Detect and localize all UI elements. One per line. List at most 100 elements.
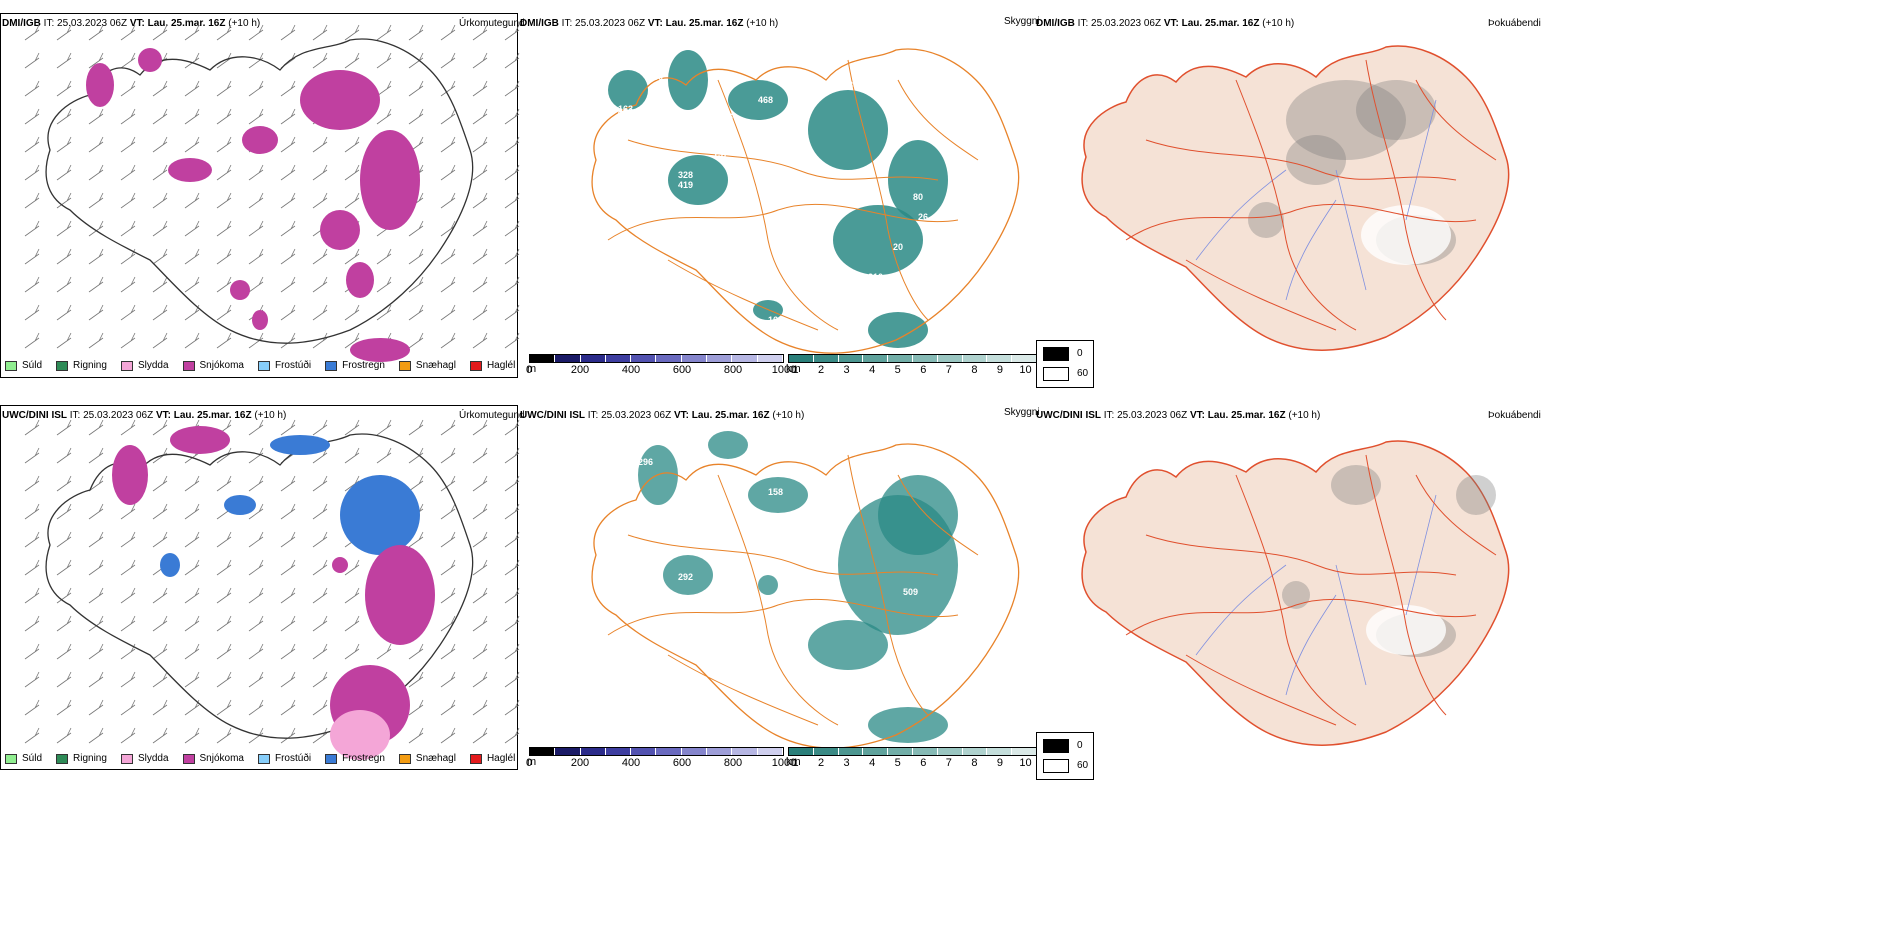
it-value: 25.03.2023 06Z [57, 18, 128, 29]
vis-value-label: 74 [773, 592, 783, 602]
row2-fog-header: UWC/DINI ISL IT: 25.03.2023 06Z VT: Lau.… [1036, 410, 1320, 421]
visibility-colorbar: km 1 2 3 4 5 6 7 8 9 10 [786, 747, 1038, 773]
legend-label: Frostúði [274, 360, 312, 371]
legend-swatch [120, 753, 133, 764]
precip-legend: Súld Rigning Slydda Snjókoma Frostúði Frostre… [5, 360, 529, 371]
fog-title: Þokuábendi [1488, 410, 1541, 421]
legend-label: Rigning [73, 360, 107, 371]
colorbar-tick: 8 [971, 364, 978, 376]
model-name: DMI/IGB [520, 18, 559, 29]
row1-precip-header: DMI/IGB IT: 25.03.2023 06Z VT: Lau. 25.m… [2, 18, 260, 29]
legend-item: Frostúði [257, 360, 312, 371]
row1-fog-header: DMI/IGB IT: 25.03.2023 06Z VT: Lau. 25.m… [1036, 18, 1294, 29]
precip-type-title: Úrkomutegund [459, 18, 525, 29]
lead-time: (+10 h) [772, 410, 805, 421]
legend-swatch [5, 360, 17, 371]
vis-value-label: 468 [758, 95, 773, 105]
model-name: UWC/DINI ISL [1036, 410, 1101, 421]
colorbar-tick: 3 [843, 757, 850, 769]
colorbar-tick: 7 [945, 364, 952, 376]
vt-label: VT: [129, 18, 145, 29]
precip-legend: Súld Rigning Slydda Snjókoma Frostúði Frostre… [5, 753, 529, 764]
colorbar-tick: 2 [817, 364, 825, 376]
legend-item: Haglél [469, 360, 516, 371]
visibility-title: Skyggni [1004, 407, 1040, 418]
map-frame [0, 405, 518, 770]
legend-item: Slydda [120, 753, 169, 764]
vis-value-label: 509 [903, 587, 918, 597]
legend-label: Snæhagl [415, 360, 456, 371]
colorbar-tick: 1 [792, 757, 799, 769]
legend-swatch [325, 360, 338, 371]
it-label: IT: [561, 18, 573, 29]
fog-title: Þokuábendi [1488, 18, 1541, 29]
model-name: UWC/DINI ISL [520, 410, 585, 421]
vt-value: Lau. 25.mar. 16Z [1181, 18, 1260, 29]
legend-swatch [120, 360, 133, 371]
vis-value-label: 485 [878, 347, 893, 357]
colorbar-unit: m [527, 363, 537, 375]
vis-value-label: 80 [848, 80, 858, 90]
colorbar-tick: 6 [920, 364, 927, 376]
legend-label: Haglél [486, 360, 516, 371]
model-name: DMI/IGB [2, 18, 41, 29]
it-value: 25.03.2023 06Z [83, 410, 154, 421]
vis-value-label: 163 [618, 104, 633, 114]
legend-swatch [257, 360, 270, 371]
cloudbase-colorbar: m 0 200 400 600 800 1000 [526, 354, 796, 380]
vis-value-label: 298 [618, 457, 633, 467]
legend-label: Slydda [137, 360, 169, 371]
vis-value-label: 157 [713, 149, 728, 159]
legend-item: Rigning [56, 360, 107, 371]
legend-label: Snjókoma [199, 753, 244, 764]
colorbar-tick: 7 [945, 757, 952, 769]
colorbar-unit: m [527, 756, 537, 768]
vis-value-label: 380 [648, 72, 663, 82]
colorbar-tick: 6 [920, 757, 927, 769]
colorbar-tick: 3 [843, 364, 850, 376]
it-label: IT: [69, 410, 81, 421]
it-value: 25.03.2023 06Z [575, 18, 646, 29]
legend-item: Frostúði [257, 753, 312, 764]
vt-value: Lau. 25.mar. 16Z [691, 410, 770, 421]
cloud-legend: 0 60 [1036, 340, 1094, 388]
row2-vis-header: UWC/DINI ISL IT: 25.03.2023 06Z VT: Lau.… [520, 410, 804, 421]
legend-swatch [5, 753, 17, 764]
vt-label: VT: [1163, 18, 1179, 29]
colorbar-tick: 0 [525, 757, 533, 769]
colorbar-tick: 10 [1019, 364, 1032, 376]
lead-time: (+10 h) [1262, 18, 1295, 29]
legend-label: Frostúði [274, 753, 312, 764]
colorbar-tick: 9 [996, 364, 1003, 376]
colorbar-tick: 9 [996, 757, 1003, 769]
vis-value-label: 419 [618, 107, 633, 117]
legend-swatch [56, 753, 69, 764]
legend-label: Rigning [73, 753, 107, 764]
cloud-max-label: 60 [1077, 760, 1089, 771]
it-value: 25.03.2023 06Z [1091, 18, 1162, 29]
lead-time: (+10 h) [254, 410, 287, 421]
vis-value-label: 80 [913, 192, 923, 202]
colorbar-tick: 200 [570, 364, 590, 376]
legend-label: Snjókoma [199, 360, 244, 371]
colorbar-tick: 800 [723, 364, 743, 376]
row2-precip-panel: UWC/DINI ISL IT: 25.03.2023 06Z VT: Lau.… [0, 395, 525, 785]
legend-swatch [325, 753, 338, 764]
legend-swatch [182, 360, 195, 371]
colorbar-tick: 8 [971, 757, 978, 769]
vis-value-label: 286 [718, 112, 733, 122]
visibility-title: Skyggni [1004, 16, 1040, 27]
legend-label: Slydda [137, 753, 169, 764]
legend-label: Frostregn [342, 753, 385, 764]
precip-map [24, 24, 520, 362]
legend-item: Súld [5, 360, 42, 371]
vt-label: VT: [647, 18, 663, 29]
legend-label: Súld [22, 360, 43, 371]
colorbar-tick: 5 [894, 757, 901, 769]
legend-item: Haglél [469, 753, 515, 764]
vis-value-label: 166 [768, 315, 783, 325]
legend-item: Súld [5, 753, 42, 764]
legend-swatch [469, 360, 482, 371]
colorbar-unit: km [786, 363, 801, 375]
